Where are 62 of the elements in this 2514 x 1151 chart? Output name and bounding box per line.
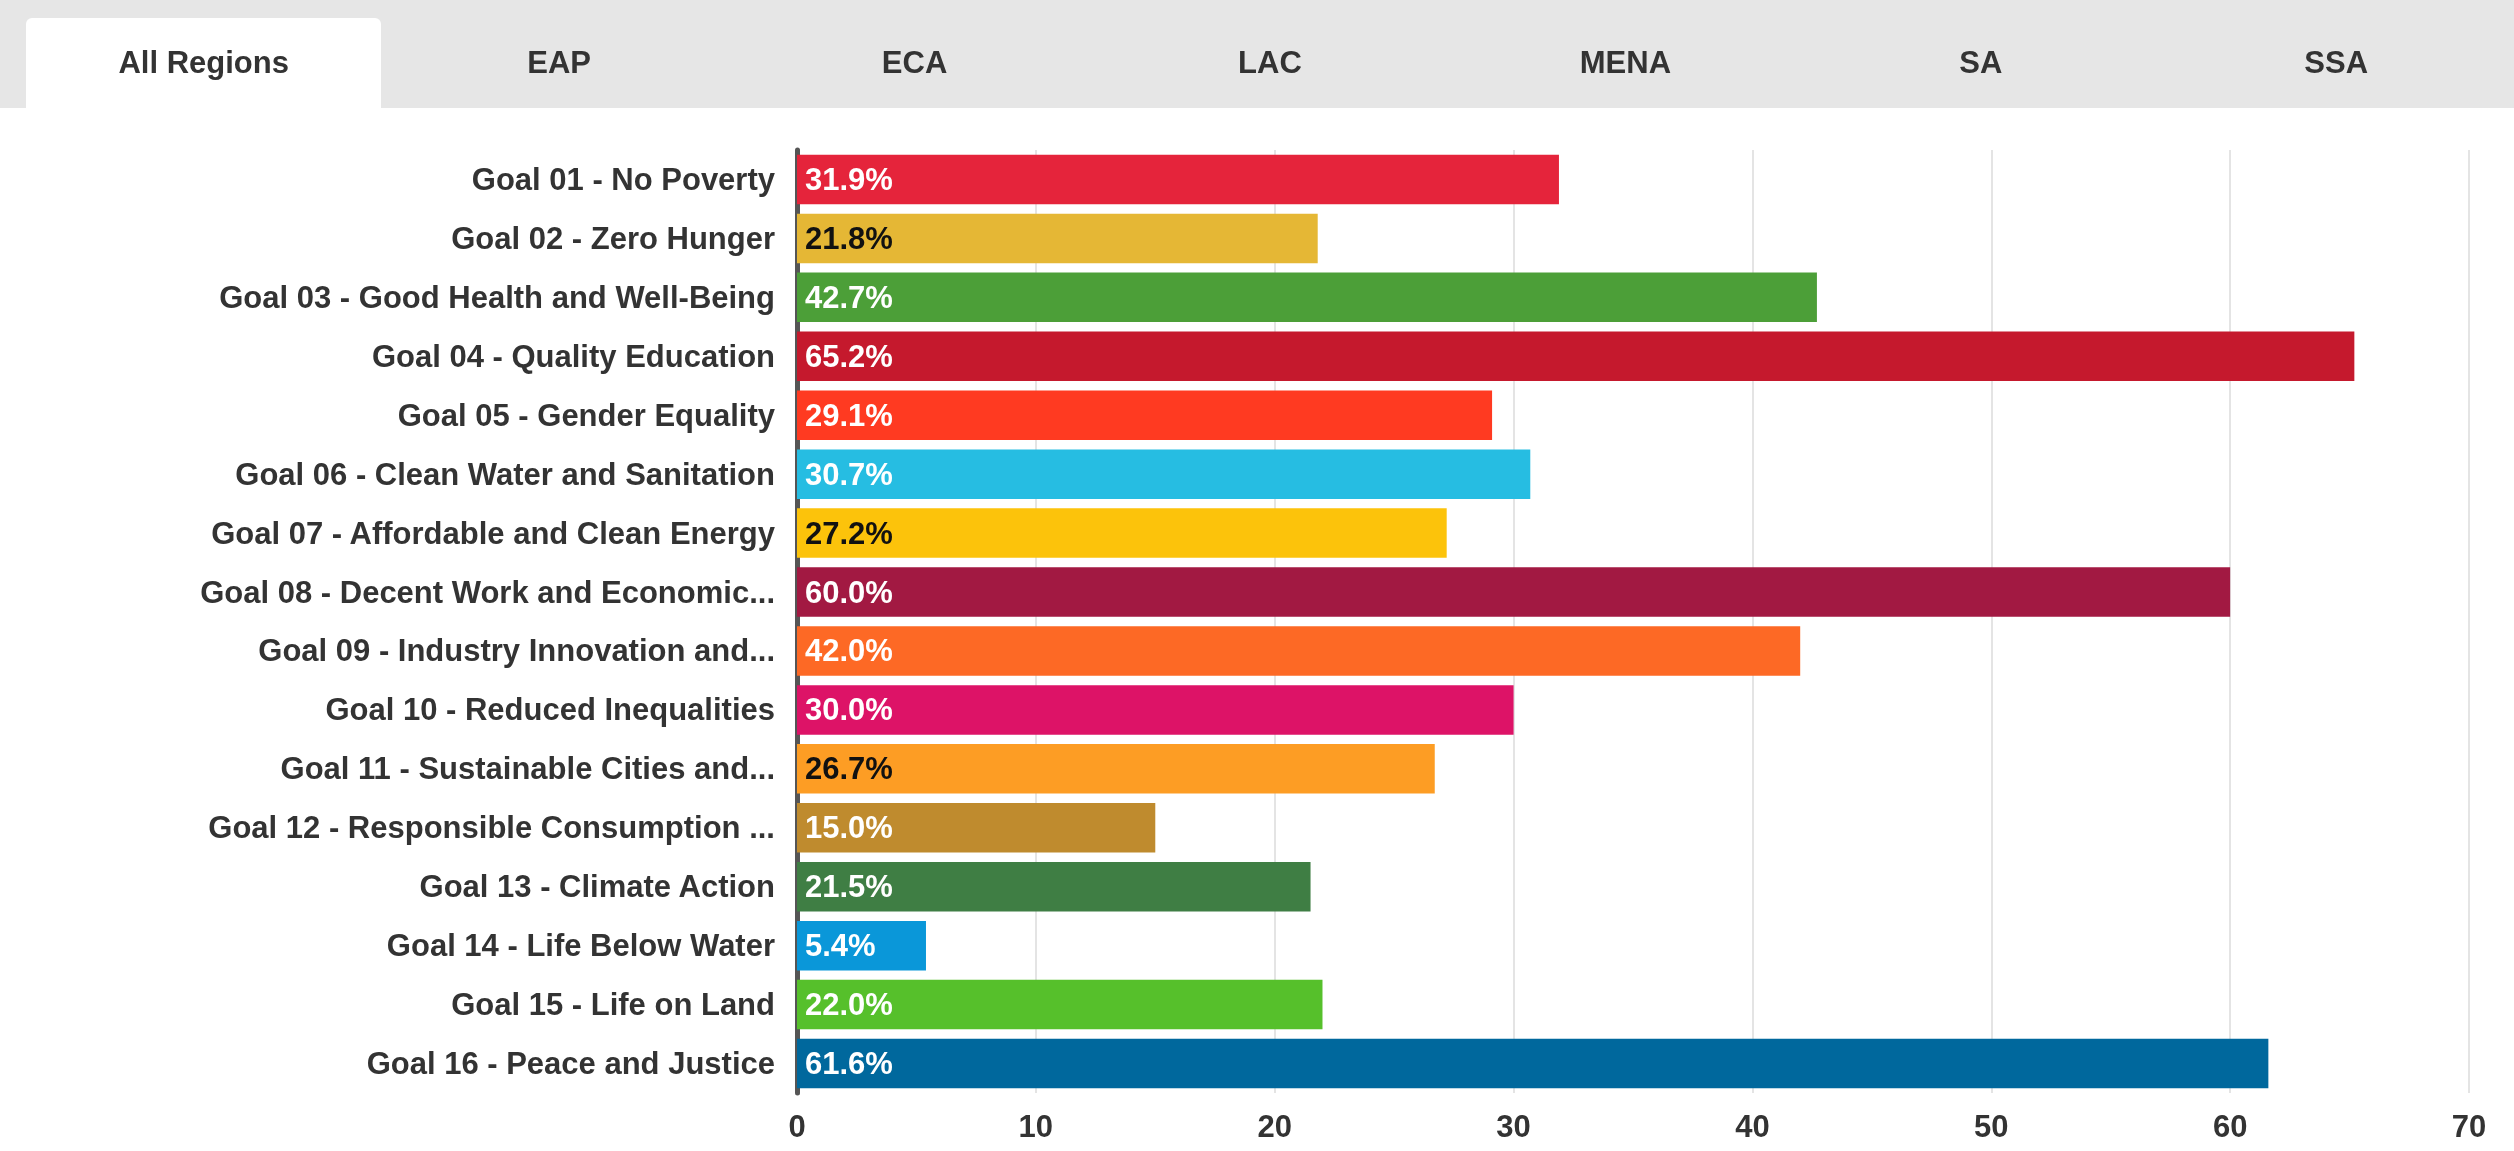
y-tick-label: Goal 06 - Clean Water and Sanitation — [235, 456, 775, 492]
x-tick-label: 70 — [2451, 1109, 2487, 1144]
data-label: 26.7% — [805, 751, 893, 787]
data-label: 65.2% — [805, 338, 893, 374]
y-tick-label: Goal 11 - Sustainable Cities and... — [280, 751, 775, 787]
bar — [797, 803, 1156, 853]
data-label: 22.0% — [805, 987, 893, 1023]
x-tick-label: 0 — [788, 1109, 806, 1144]
bar — [797, 1038, 2269, 1089]
text: ECA — [880, 44, 949, 82]
data-label: 29.1% — [805, 397, 893, 433]
data-label: 15.0% — [805, 810, 893, 846]
bar — [797, 626, 1801, 676]
data-label: 30.0% — [805, 692, 893, 728]
y-tick-label: Goal 10 - Reduced Inequalities — [325, 692, 775, 728]
x-tick-label: 60 — [2212, 1109, 2248, 1144]
bar — [797, 685, 1514, 735]
data-label: 27.2% — [805, 515, 893, 551]
text: EAP — [526, 44, 592, 82]
x-tick-label: 50 — [1974, 1109, 2009, 1144]
bar — [797, 979, 1323, 1030]
bar — [797, 508, 1447, 558]
y-tick-label: Goal 01 - No Poverty — [471, 161, 776, 197]
x-tick-label: 10 — [1018, 1109, 1054, 1144]
text: All Regions — [26, 18, 382, 108]
data-label: 60.0% — [805, 574, 893, 610]
x-tick-label: 40 — [1735, 1109, 1770, 1144]
y-tick-label: Goal 09 - Industry Innovation and... — [258, 633, 775, 669]
bar — [797, 390, 1493, 440]
bar — [797, 567, 2231, 617]
data-label: 21.8% — [805, 220, 893, 256]
x-tick-label: 30 — [1496, 1109, 1531, 1144]
data-label: 21.5% — [805, 869, 893, 905]
text: SA — [1958, 44, 2004, 82]
y-tick-label: Goal 05 - Gender Equality — [397, 397, 776, 433]
bar — [797, 213, 1318, 264]
text: SSA — [2303, 44, 2370, 82]
data-label: 61.6% — [805, 1046, 893, 1082]
y-tick-label: Goal 16 - Peace and Justice — [366, 1046, 775, 1082]
y-tick-label: Goal 08 - Decent Work and Economic... — [200, 574, 775, 610]
bar — [797, 744, 1435, 794]
y-tick-label: Goal 13 - Climate Action — [419, 869, 775, 905]
y-tick-label: Goal 04 - Quality Education — [371, 338, 775, 374]
x-tick-label: 20 — [1257, 1109, 1292, 1144]
y-tick-label: Goal 03 - Good Health and Well-Being — [219, 279, 775, 315]
y-tick-label: Goal 15 - Life on Land — [451, 987, 775, 1023]
data-label: 42.7% — [805, 279, 893, 315]
bar — [797, 272, 1817, 323]
y-tick-label: Goal 02 - Zero Hunger — [451, 220, 775, 256]
y-tick-label: Goal 14 - Life Below Water — [386, 928, 775, 964]
bar — [797, 449, 1531, 499]
data-label: 5.4% — [805, 928, 876, 964]
data-label: 30.7% — [805, 456, 893, 492]
bar — [797, 861, 1311, 912]
text: MENA — [1578, 44, 1673, 82]
bar — [797, 331, 2355, 382]
bar — [797, 154, 1559, 205]
data-label: 42.0% — [805, 633, 893, 669]
y-tick-label: Goal 07 - Affordable and Clean Energy — [211, 515, 776, 551]
text: LAC — [1237, 44, 1303, 82]
data-label: 31.9% — [805, 161, 893, 197]
y-tick-label: Goal 12 - Responsible Consumption ... — [208, 810, 775, 846]
